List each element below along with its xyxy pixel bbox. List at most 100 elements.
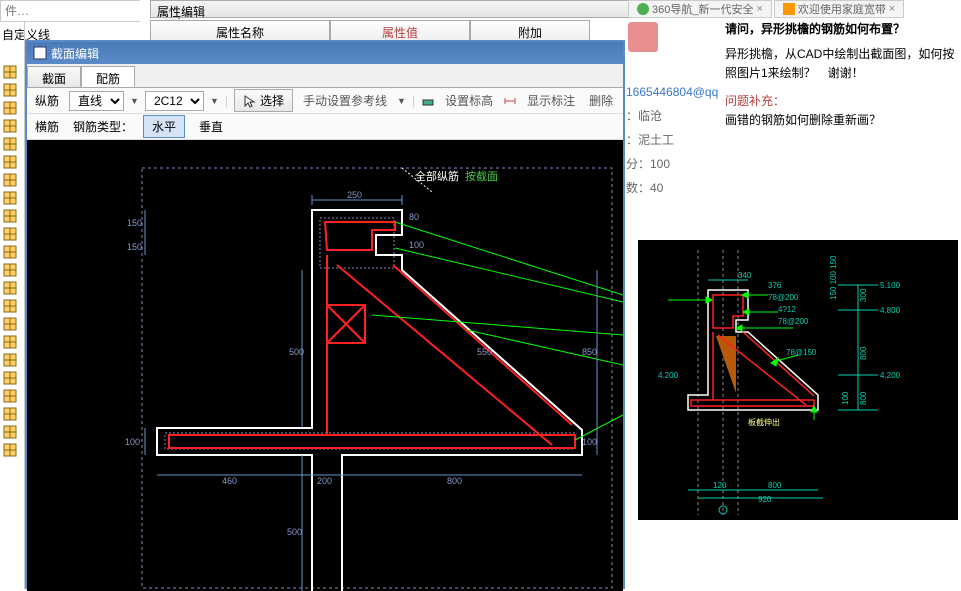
tab-close-icon[interactable]: × [756,3,762,15]
tree-node-icon[interactable] [2,154,18,170]
tree-node-icon[interactable] [2,298,18,314]
tree-node-icon[interactable] [2,442,18,458]
tree-node-icon[interactable] [2,82,18,98]
svg-text:100: 100 [125,437,140,447]
dropdown-arrow-icon: ▼ [130,96,139,106]
show-dimension-link[interactable]: 显示标注 [523,92,579,109]
tree-node-icon[interactable] [2,388,18,404]
canvas-label-all: 全部纵筋 [415,168,459,184]
tree-node-icon[interactable] [2,316,18,332]
tree-node-icon[interactable] [2,352,18,368]
tree-node-icon[interactable] [2,190,18,206]
select-button[interactable]: 选择 [234,89,293,112]
svg-text:550: 550 [477,347,492,357]
svg-text:板截伸出: 板截伸出 [748,417,780,427]
svg-text:920: 920 [758,495,772,504]
tree-node-icon[interactable] [2,100,18,116]
svg-text:150: 150 [127,218,142,228]
svg-text:460: 460 [222,476,237,486]
svg-text:300: 300 [859,288,868,302]
svg-text:5.100: 5.100 [880,281,901,290]
avatar [628,22,658,52]
svg-text:200: 200 [317,476,332,486]
tab-icon [783,3,795,15]
tree-node-icon[interactable] [2,118,18,134]
manual-refline-link[interactable]: 手动设置参考线 [299,92,391,109]
horizontal-button[interactable]: 水平 [143,115,185,138]
tree-node-icon[interactable] [2,262,18,278]
tree-node-icon[interactable] [2,64,18,80]
user-count: 数：40 [626,176,718,200]
elevation-icon [421,94,435,108]
tree-node-icon[interactable] [2,172,18,188]
rebar-spec-select[interactable]: 2C12 [145,91,204,111]
svg-text:120: 120 [713,481,727,490]
tab-icon [637,3,649,15]
reference-image: 340 376 78@200 4?12 78@200 78@150 5.100 … [638,240,958,520]
svg-text:4.800: 4.800 [880,306,901,315]
tree-node-icon[interactable] [2,424,18,440]
svg-text:78@200: 78@200 [778,317,809,326]
question-supplement-label: 问题补充： [725,92,957,111]
window-icon [33,46,47,60]
svg-text:800: 800 [859,346,868,360]
svg-text:500: 500 [289,347,304,357]
canvas-label-by-section: 按截面 [465,168,498,184]
tab-section[interactable]: 截面 [27,66,81,87]
tree-node-icon[interactable] [2,334,18,350]
question-supplement-body: 画错的钢筋如何删除重新画？ [725,111,957,130]
question-body: 异形挑檐，从CAD中绘制出截面图，如何按照图片1来绘制？ 谢谢！ [725,45,957,83]
vertical-button[interactable]: 垂直 [191,116,231,137]
rebar-type-select[interactable]: 直线 [69,91,124,111]
svg-text:800: 800 [768,481,782,490]
set-elevation-link[interactable]: 设置标高 [441,92,497,109]
cursor-icon [243,94,257,108]
user-location: ：临沧 [626,104,718,128]
svg-text:150 100 150: 150 100 150 [829,255,838,300]
user-score: 分：100 [626,152,718,176]
tree-node-icon[interactable] [2,244,18,260]
svg-text:100: 100 [409,240,424,250]
svg-text:100: 100 [841,391,850,405]
property-panel-title: 属性编辑 [150,0,630,18]
svg-text:80: 80 [409,212,419,222]
toolbar-label-longitudinal: 纵筋 [31,92,63,109]
dropdown-arrow-icon: ▼ [210,96,219,106]
svg-text:78@200: 78@200 [768,293,799,302]
delete-link[interactable]: 删除 [585,92,617,109]
tree-node-icon[interactable] [2,406,18,422]
sidebar-tree: document.write(Array(22).fill('<span cla… [0,62,22,460]
toolbar-label-transverse: 横筋 [31,118,63,135]
tab-rebar[interactable]: 配筋 [81,66,135,87]
tree-node-icon[interactable] [2,208,18,224]
user-email[interactable]: 1665446804@qq [626,80,718,104]
question-title: 请问，异形挑檐的钢筋如何布置？ [725,20,957,39]
browser-tab-2[interactable]: 欢迎使用家庭宽带 × [774,0,904,18]
svg-text:800: 800 [447,476,462,486]
svg-text:850: 850 [582,347,597,357]
search-input[interactable] [1,1,164,21]
svg-text:4.200: 4.200 [880,371,901,380]
svg-text:4?12: 4?12 [778,305,796,314]
svg-text:78@150: 78@150 [786,348,817,357]
svg-text:500: 500 [287,527,302,537]
editor-titlebar: 截面编辑 [27,42,623,64]
svg-text:150: 150 [127,242,142,252]
dropdown-arrow-icon: ▼ [397,96,406,106]
tab-close-icon[interactable]: × [889,3,895,15]
dimension-icon [503,94,517,108]
svg-text:340: 340 [738,271,752,280]
tree-node-icon[interactable] [2,280,18,296]
svg-text:100: 100 [582,437,597,447]
user-job: ：泥土工 [626,128,718,152]
svg-text:250: 250 [347,190,362,200]
cad-canvas[interactable]: 250 150 150 500 100 850 100 460 200 800 … [27,140,623,591]
browser-tab-1[interactable]: 360导航_新一代安全 × [628,0,772,18]
svg-text:800: 800 [859,391,868,405]
tree-node-icon[interactable] [2,226,18,242]
tree-node-icon[interactable] [2,136,18,152]
svg-text:4.200: 4.200 [658,371,679,380]
svg-text:376: 376 [768,281,782,290]
tree-node-icon[interactable] [2,370,18,386]
toolbar-label-type: 钢筋类型： [69,118,137,135]
